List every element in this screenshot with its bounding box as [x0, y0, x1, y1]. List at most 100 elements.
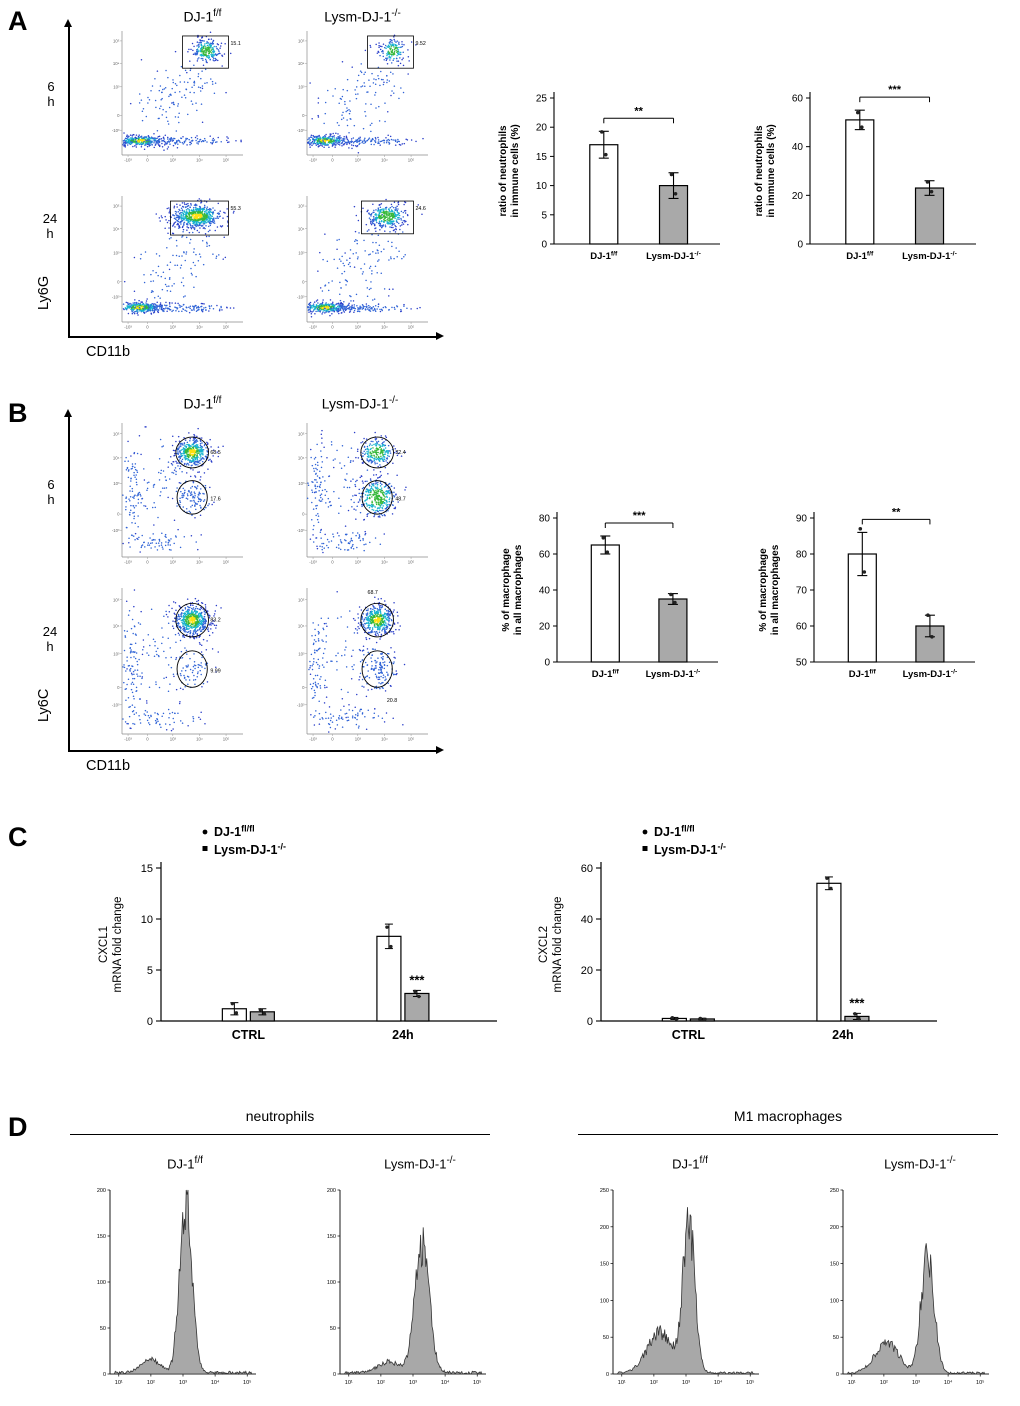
genotype-sup: f/f	[194, 1155, 203, 1166]
svg-text:Lysm-DJ-1-/-: Lysm-DJ-1-/-	[646, 251, 701, 262]
svg-text:0: 0	[146, 560, 149, 565]
svg-text:-10³: -10³	[309, 158, 317, 163]
panel-d-col-header-ko-2: Lysm-DJ-1-/-	[850, 1155, 990, 1171]
panel-a-label: A	[8, 6, 28, 36]
svg-text:10⁵: 10⁵	[113, 39, 120, 44]
panel-b-y-arrowhead-icon	[64, 409, 72, 417]
flow-plot-a-6h-wt: 10⁵ 10⁴ 10³ 0 -10³ -10³ 0 10³ 10⁴ 10⁵ 15.1	[98, 28, 246, 168]
genotype-base: DJ-1	[672, 1156, 700, 1172]
svg-text:10⁴: 10⁴	[298, 61, 305, 66]
svg-text:10³: 10³	[298, 481, 305, 486]
svg-text:10⁵: 10⁵	[298, 204, 305, 209]
svg-text:DJ-1f/f: DJ-1f/f	[590, 251, 618, 262]
panel-b-y-axis-arrow	[68, 416, 70, 752]
panel-d-col-header-wt-1: DJ-1f/f	[120, 1155, 250, 1171]
svg-text:10⁴: 10⁴	[196, 325, 203, 330]
panel-b-label: B	[8, 398, 28, 428]
svg-text:10⁴: 10⁴	[113, 61, 120, 66]
svg-text:0: 0	[146, 325, 149, 330]
panel-a-row-label-24h: 24 h	[36, 211, 64, 242]
panel-a-x-axis-label: CD11b	[86, 344, 131, 360]
svg-text:-10³: -10³	[112, 128, 120, 133]
svg-text:0: 0	[302, 279, 305, 284]
svg-text:10³: 10³	[113, 481, 120, 486]
genotype-sup: -/-	[946, 1155, 956, 1166]
bar-chart-a-neutrophils-6h: 0 5 10 15 20 25 ratio of neutrophils in immune …	[492, 72, 732, 284]
svg-text:10³: 10³	[113, 250, 120, 255]
svg-text:10⁴: 10⁴	[113, 455, 120, 460]
svg-text:0: 0	[797, 240, 803, 251]
svg-text:68.5: 68.5	[210, 450, 220, 456]
flow-plot-b-24h-wt: 10⁵ 10⁴ 10³ 0 -10³ -10³ 0 10³ 10⁴ 10⁵ 83.2 9.99	[98, 585, 246, 747]
histogram-d-neutrophils-ko: 0 50 100 150 200 10¹ 10² 10³ 10⁴ 10⁵	[312, 1182, 492, 1394]
svg-text:17.6: 17.6	[210, 497, 220, 503]
svg-text:ratio of neutrophils: ratio of neutrophils	[754, 125, 765, 217]
svg-text:10³: 10³	[170, 158, 177, 163]
svg-text:-10³: -10³	[124, 158, 132, 163]
svg-text:in immune cells (%): in immune cells (%)	[510, 124, 521, 217]
genotype-base: Lysm-DJ-1	[321, 395, 389, 412]
svg-text:10³: 10³	[113, 84, 120, 89]
svg-text:60: 60	[792, 94, 804, 105]
flow-plot-b-24h-ko: 10⁵ 10⁴ 10³ 0 -10³ -10³ 0 10³ 10⁴ 10⁵ 68.7 20.8	[283, 585, 431, 747]
svg-text:10³: 10³	[298, 250, 305, 255]
panel-b-col-header-ko: Lysm-DJ-1-/-	[290, 395, 430, 412]
genotype-sup: f/f	[213, 395, 222, 406]
svg-text:in immune cells (%): in immune cells (%)	[766, 124, 777, 217]
flow-plot-a-24h-wt: 10⁵ 10⁴ 10³ 0 -10³ -10³ 0 10³ 10⁴ 10⁵ 55.3	[98, 193, 246, 335]
svg-text:10⁴: 10⁴	[381, 158, 388, 163]
svg-text:Lysm-DJ-1-/-: Lysm-DJ-1-/-	[902, 251, 957, 262]
svg-text:10⁴: 10⁴	[298, 455, 305, 460]
svg-text:0: 0	[146, 158, 149, 163]
panel-a-col-header-ko: Lysm-DJ-1-/-	[295, 8, 430, 25]
svg-text:0: 0	[117, 113, 120, 118]
panel-a-y-axis-arrow	[68, 26, 70, 338]
svg-text:10⁴: 10⁴	[196, 158, 203, 163]
svg-text:24.6: 24.6	[415, 206, 425, 212]
genotype-sup: -/-	[388, 395, 399, 406]
svg-text:10: 10	[536, 181, 548, 192]
flow-plot-a-24h-ko: 10⁵ 10⁴ 10³ 0 -10³ -10³ 0 10³ 10⁴ 10⁵ 24.6	[283, 193, 431, 335]
svg-text:-10³: -10³	[112, 294, 120, 299]
genotype-base: Lysm-DJ-1	[324, 8, 392, 25]
svg-text:10⁵: 10⁵	[298, 431, 305, 436]
row-unit: h	[47, 491, 55, 507]
svg-text:15: 15	[536, 152, 548, 163]
bar-chart-b-macrophage-6h: 0 20 40 60 80% of macrophage in all macrophag…	[495, 492, 730, 702]
histogram-d-m1-ko: 0 50 100 150 200 250 10¹ 10² 10³ 10⁴ 10⁵	[815, 1182, 995, 1394]
svg-text:-10³: -10³	[297, 528, 305, 533]
svg-text:0: 0	[331, 158, 334, 163]
genotype-base: DJ-1	[167, 1156, 195, 1172]
svg-text:10⁵: 10⁵	[408, 560, 415, 565]
bar-chart-c-cxcl1: 0 5 10 15 CXCL1 mRNA fold change CTRL 24h DJ-1fl…	[85, 822, 515, 1067]
svg-text:55.3: 55.3	[230, 206, 240, 212]
genotype-base: DJ-1	[183, 8, 214, 25]
panel-b-x-axis-label: CD11b	[86, 758, 131, 774]
genotype-base: Lysm-DJ-1	[384, 1156, 447, 1172]
svg-text:0: 0	[331, 560, 334, 565]
panel-d-col-header-ko-1: Lysm-DJ-1-/-	[350, 1155, 490, 1171]
svg-text:10⁵: 10⁵	[223, 325, 230, 330]
svg-text:10⁵: 10⁵	[113, 431, 120, 436]
svg-text:9.52: 9.52	[415, 41, 425, 47]
panel-a-x-arrowhead-icon	[436, 332, 444, 340]
bar-chart-b-macrophage-24h: 50 60 70 80 90% of macrophage in all macropha…	[752, 492, 987, 702]
svg-text:10⁵: 10⁵	[298, 39, 305, 44]
panel-b-x-axis-arrow	[68, 750, 438, 752]
svg-text:20: 20	[536, 123, 548, 134]
svg-text:10⁵: 10⁵	[408, 325, 415, 330]
genotype-sup: f/f	[213, 8, 222, 19]
svg-text:10⁴: 10⁴	[298, 226, 305, 231]
svg-text:0: 0	[117, 512, 120, 517]
genotype-base: DJ-1	[183, 395, 214, 412]
svg-text:-10³: -10³	[309, 560, 317, 565]
svg-text:10⁵: 10⁵	[408, 158, 415, 163]
svg-text:10³: 10³	[298, 84, 305, 89]
panel-a-x-axis-arrow	[68, 336, 438, 338]
svg-text:ratio of neutrophils: ratio of neutrophils	[498, 125, 509, 217]
panel-d-group-rule-2	[578, 1134, 998, 1136]
genotype-sup: -/-	[391, 8, 401, 19]
svg-text:5: 5	[541, 210, 547, 221]
